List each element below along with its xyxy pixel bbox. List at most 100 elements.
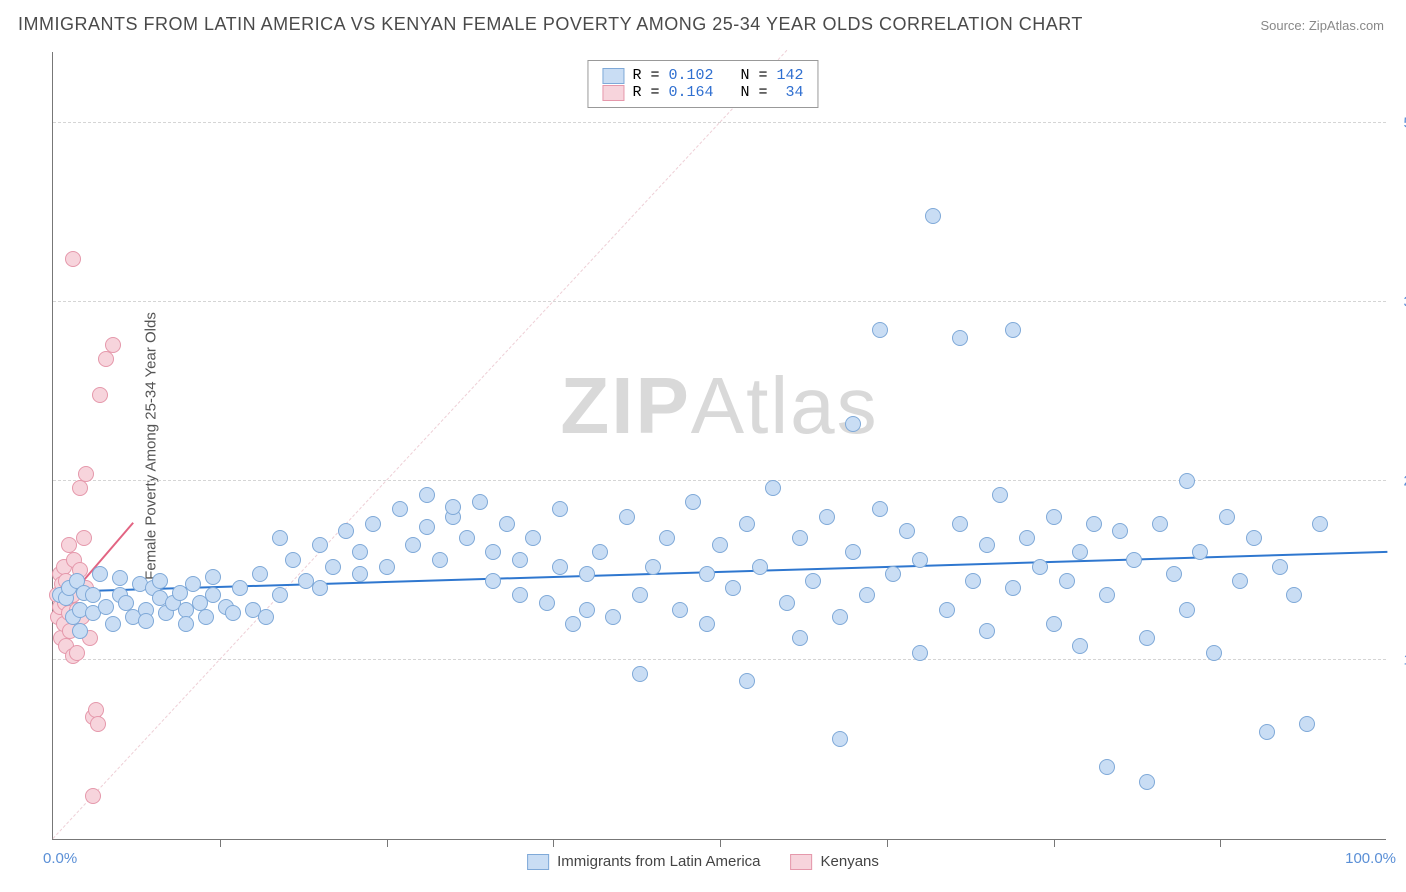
data-point-latin — [899, 523, 915, 539]
data-point-latin — [178, 616, 194, 632]
swatch-latin-icon — [602, 68, 624, 84]
data-point-latin — [619, 509, 635, 525]
data-point-latin — [445, 499, 461, 515]
data-point-latin — [245, 602, 261, 618]
data-point-latin — [61, 580, 77, 596]
data-point-kenyan — [74, 609, 90, 625]
watermark: ZIPAtlas — [560, 360, 878, 452]
grid-line — [53, 122, 1386, 123]
watermark-zip: ZIP — [560, 361, 690, 450]
x-min-label: 0.0% — [43, 850, 77, 867]
data-point-kenyan — [58, 573, 74, 589]
data-point-latin — [485, 544, 501, 560]
data-point-kenyan — [65, 251, 81, 267]
data-point-kenyan — [52, 566, 68, 582]
data-point-latin — [205, 569, 221, 585]
data-point-kenyan — [62, 623, 78, 639]
data-point-kenyan — [65, 648, 81, 664]
data-point-latin — [1219, 509, 1235, 525]
data-point-kenyan — [56, 616, 72, 632]
data-point-latin — [272, 587, 288, 603]
data-point-kenyan — [105, 337, 121, 353]
data-point-latin — [779, 595, 795, 611]
data-point-latin — [792, 630, 808, 646]
x-max-label: 100.0% — [1345, 850, 1396, 867]
data-point-latin — [1005, 580, 1021, 596]
data-point-latin — [1072, 638, 1088, 654]
data-point-latin — [112, 570, 128, 586]
data-point-kenyan — [61, 605, 77, 621]
data-point-kenyan — [57, 595, 73, 611]
data-point-latin — [365, 516, 381, 532]
data-point-latin — [512, 587, 528, 603]
data-point-latin — [405, 537, 421, 553]
data-point-kenyan — [53, 630, 69, 646]
data-point-latin — [205, 587, 221, 603]
data-point-kenyan — [58, 638, 74, 654]
source-label: Source: ZipAtlas.com — [1260, 18, 1384, 33]
data-point-kenyan — [54, 576, 70, 592]
data-point-latin — [58, 590, 74, 606]
data-point-latin — [312, 537, 328, 553]
data-point-latin — [65, 609, 81, 625]
data-point-kenyan — [69, 645, 85, 661]
data-point-kenyan — [65, 587, 81, 603]
data-point-kenyan — [90, 716, 106, 732]
r-label: R = — [632, 67, 668, 84]
data-point-kenyan — [49, 587, 65, 603]
swatch-latin-icon — [527, 854, 549, 870]
x-tick — [553, 839, 554, 847]
data-point-latin — [172, 585, 188, 601]
data-point-latin — [125, 609, 141, 625]
data-point-latin — [832, 609, 848, 625]
data-point-latin — [1059, 573, 1075, 589]
data-point-latin — [952, 330, 968, 346]
data-point-latin — [1032, 559, 1048, 575]
data-point-kenyan — [69, 602, 85, 618]
data-point-latin — [232, 580, 248, 596]
data-point-latin — [419, 519, 435, 535]
data-point-kenyan — [61, 537, 77, 553]
data-point-latin — [192, 595, 208, 611]
data-point-latin — [152, 590, 168, 606]
n-value-latin: 142 — [777, 67, 804, 84]
r-value-latin: 0.102 — [668, 67, 713, 84]
data-point-latin — [92, 566, 108, 582]
data-point-latin — [1312, 516, 1328, 532]
data-point-latin — [165, 595, 181, 611]
data-point-latin — [379, 559, 395, 575]
data-point-latin — [872, 501, 888, 517]
swatch-kenyan-icon — [602, 85, 624, 101]
data-point-kenyan — [72, 480, 88, 496]
data-point-latin — [699, 566, 715, 582]
data-point-latin — [1072, 544, 1088, 560]
data-point-latin — [939, 602, 955, 618]
data-point-latin — [1046, 509, 1062, 525]
data-point-latin — [1099, 587, 1115, 603]
x-tick — [1220, 839, 1221, 847]
data-point-latin — [1152, 516, 1168, 532]
data-point-latin — [512, 552, 528, 568]
data-point-latin — [1126, 552, 1142, 568]
legend-label-kenyan: Kenyans — [821, 853, 879, 870]
data-point-latin — [72, 623, 88, 639]
data-point-latin — [298, 573, 314, 589]
x-tick — [1054, 839, 1055, 847]
data-point-latin — [1005, 322, 1021, 338]
data-point-latin — [1179, 473, 1195, 489]
data-point-latin — [712, 537, 728, 553]
data-point-latin — [252, 566, 268, 582]
data-point-latin — [112, 587, 128, 603]
data-point-latin — [632, 666, 648, 682]
data-point-latin — [1179, 602, 1195, 618]
data-point-latin — [979, 623, 995, 639]
diagonal-reference-line — [53, 50, 787, 839]
data-point-latin — [552, 501, 568, 517]
data-point-latin — [272, 530, 288, 546]
data-point-kenyan — [50, 609, 66, 625]
data-point-latin — [445, 509, 461, 525]
data-point-latin — [912, 552, 928, 568]
data-point-kenyan — [78, 466, 94, 482]
data-point-latin — [792, 530, 808, 546]
data-point-latin — [1272, 559, 1288, 575]
